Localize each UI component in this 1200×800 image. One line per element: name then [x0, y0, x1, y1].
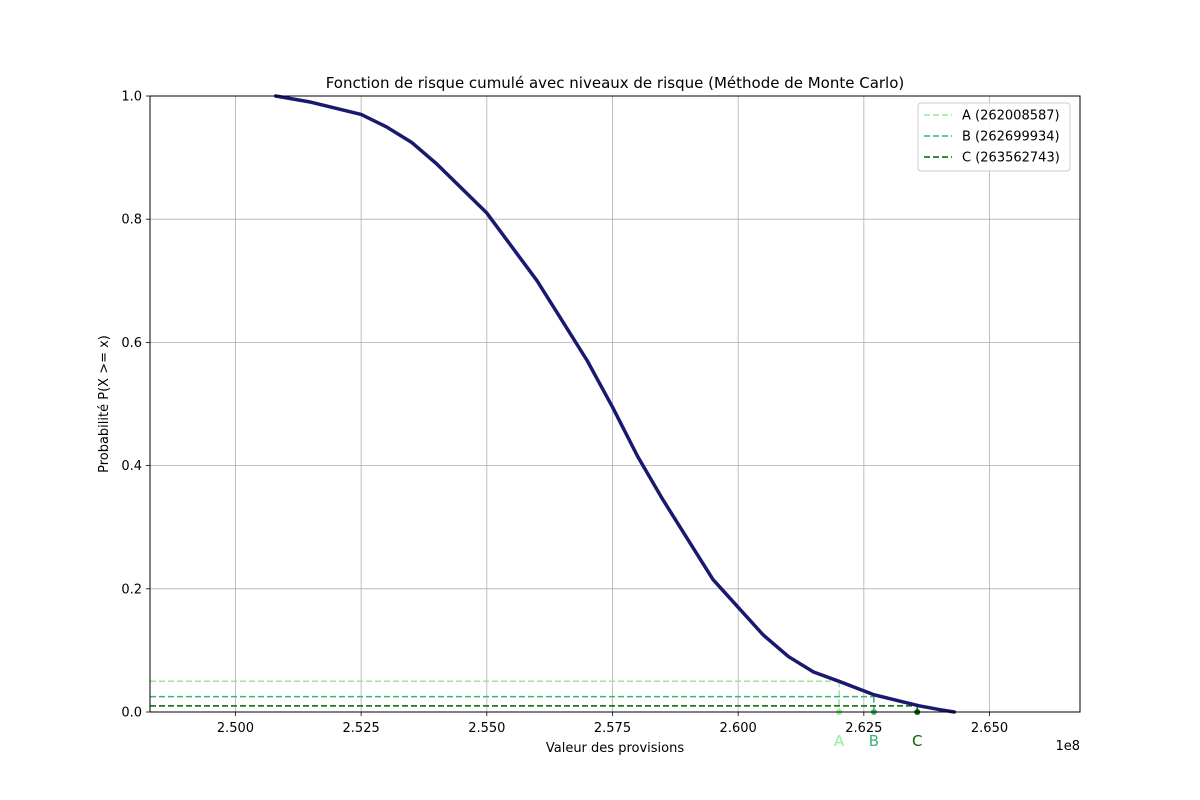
legend-box — [917, 102, 1071, 172]
x-tick-label: 2.575 — [594, 721, 631, 736]
x-tick-label: 2.650 — [971, 721, 1008, 736]
legend-entry-b: B (262699934) — [962, 130, 1060, 145]
y-tick-label: 0.8 — [121, 213, 142, 228]
plot-frame — [149, 95, 1081, 713]
y-axis-label: Probabilité P(X >= x) — [97, 335, 112, 473]
risk-level-letter-c: C — [912, 732, 922, 750]
series-line-0 — [273, 94, 957, 714]
y-tick-label: 1.0 — [121, 90, 142, 105]
risk-level-letter-b: B — [869, 732, 879, 750]
x-axis-offset-text: 1e8 — [1055, 739, 1080, 754]
curve-layer — [273, 94, 957, 714]
x-tick-label: 2.525 — [343, 721, 380, 736]
ticks: 2.500 2.525 2.550 2.575 2.600 2.625 2.650 0.0 0.… — [121, 90, 1008, 737]
legend-entry-a: A (262008587) — [962, 109, 1060, 124]
risk-level-letter-a: A — [834, 732, 845, 750]
legend: A (262008587) B (262699934) C (263562743) — [917, 102, 1071, 172]
legend-entry-c: C (263562743) — [962, 151, 1060, 166]
y-tick-label: 0.2 — [121, 582, 142, 597]
x-tick-label: 2.500 — [217, 721, 254, 736]
y-tick-label: 0.0 — [121, 706, 142, 721]
x-tick-label: 2.625 — [845, 721, 882, 736]
x-tick-label: 2.550 — [468, 721, 505, 736]
x-axis-label: Valeur des provisions — [546, 741, 684, 756]
chart-title: Fonction de risque cumulé avec niveaux d… — [326, 74, 905, 92]
y-tick-label: 0.4 — [121, 459, 142, 474]
x-tick-label: 2.600 — [720, 721, 757, 736]
y-tick-label: 0.6 — [121, 336, 142, 351]
